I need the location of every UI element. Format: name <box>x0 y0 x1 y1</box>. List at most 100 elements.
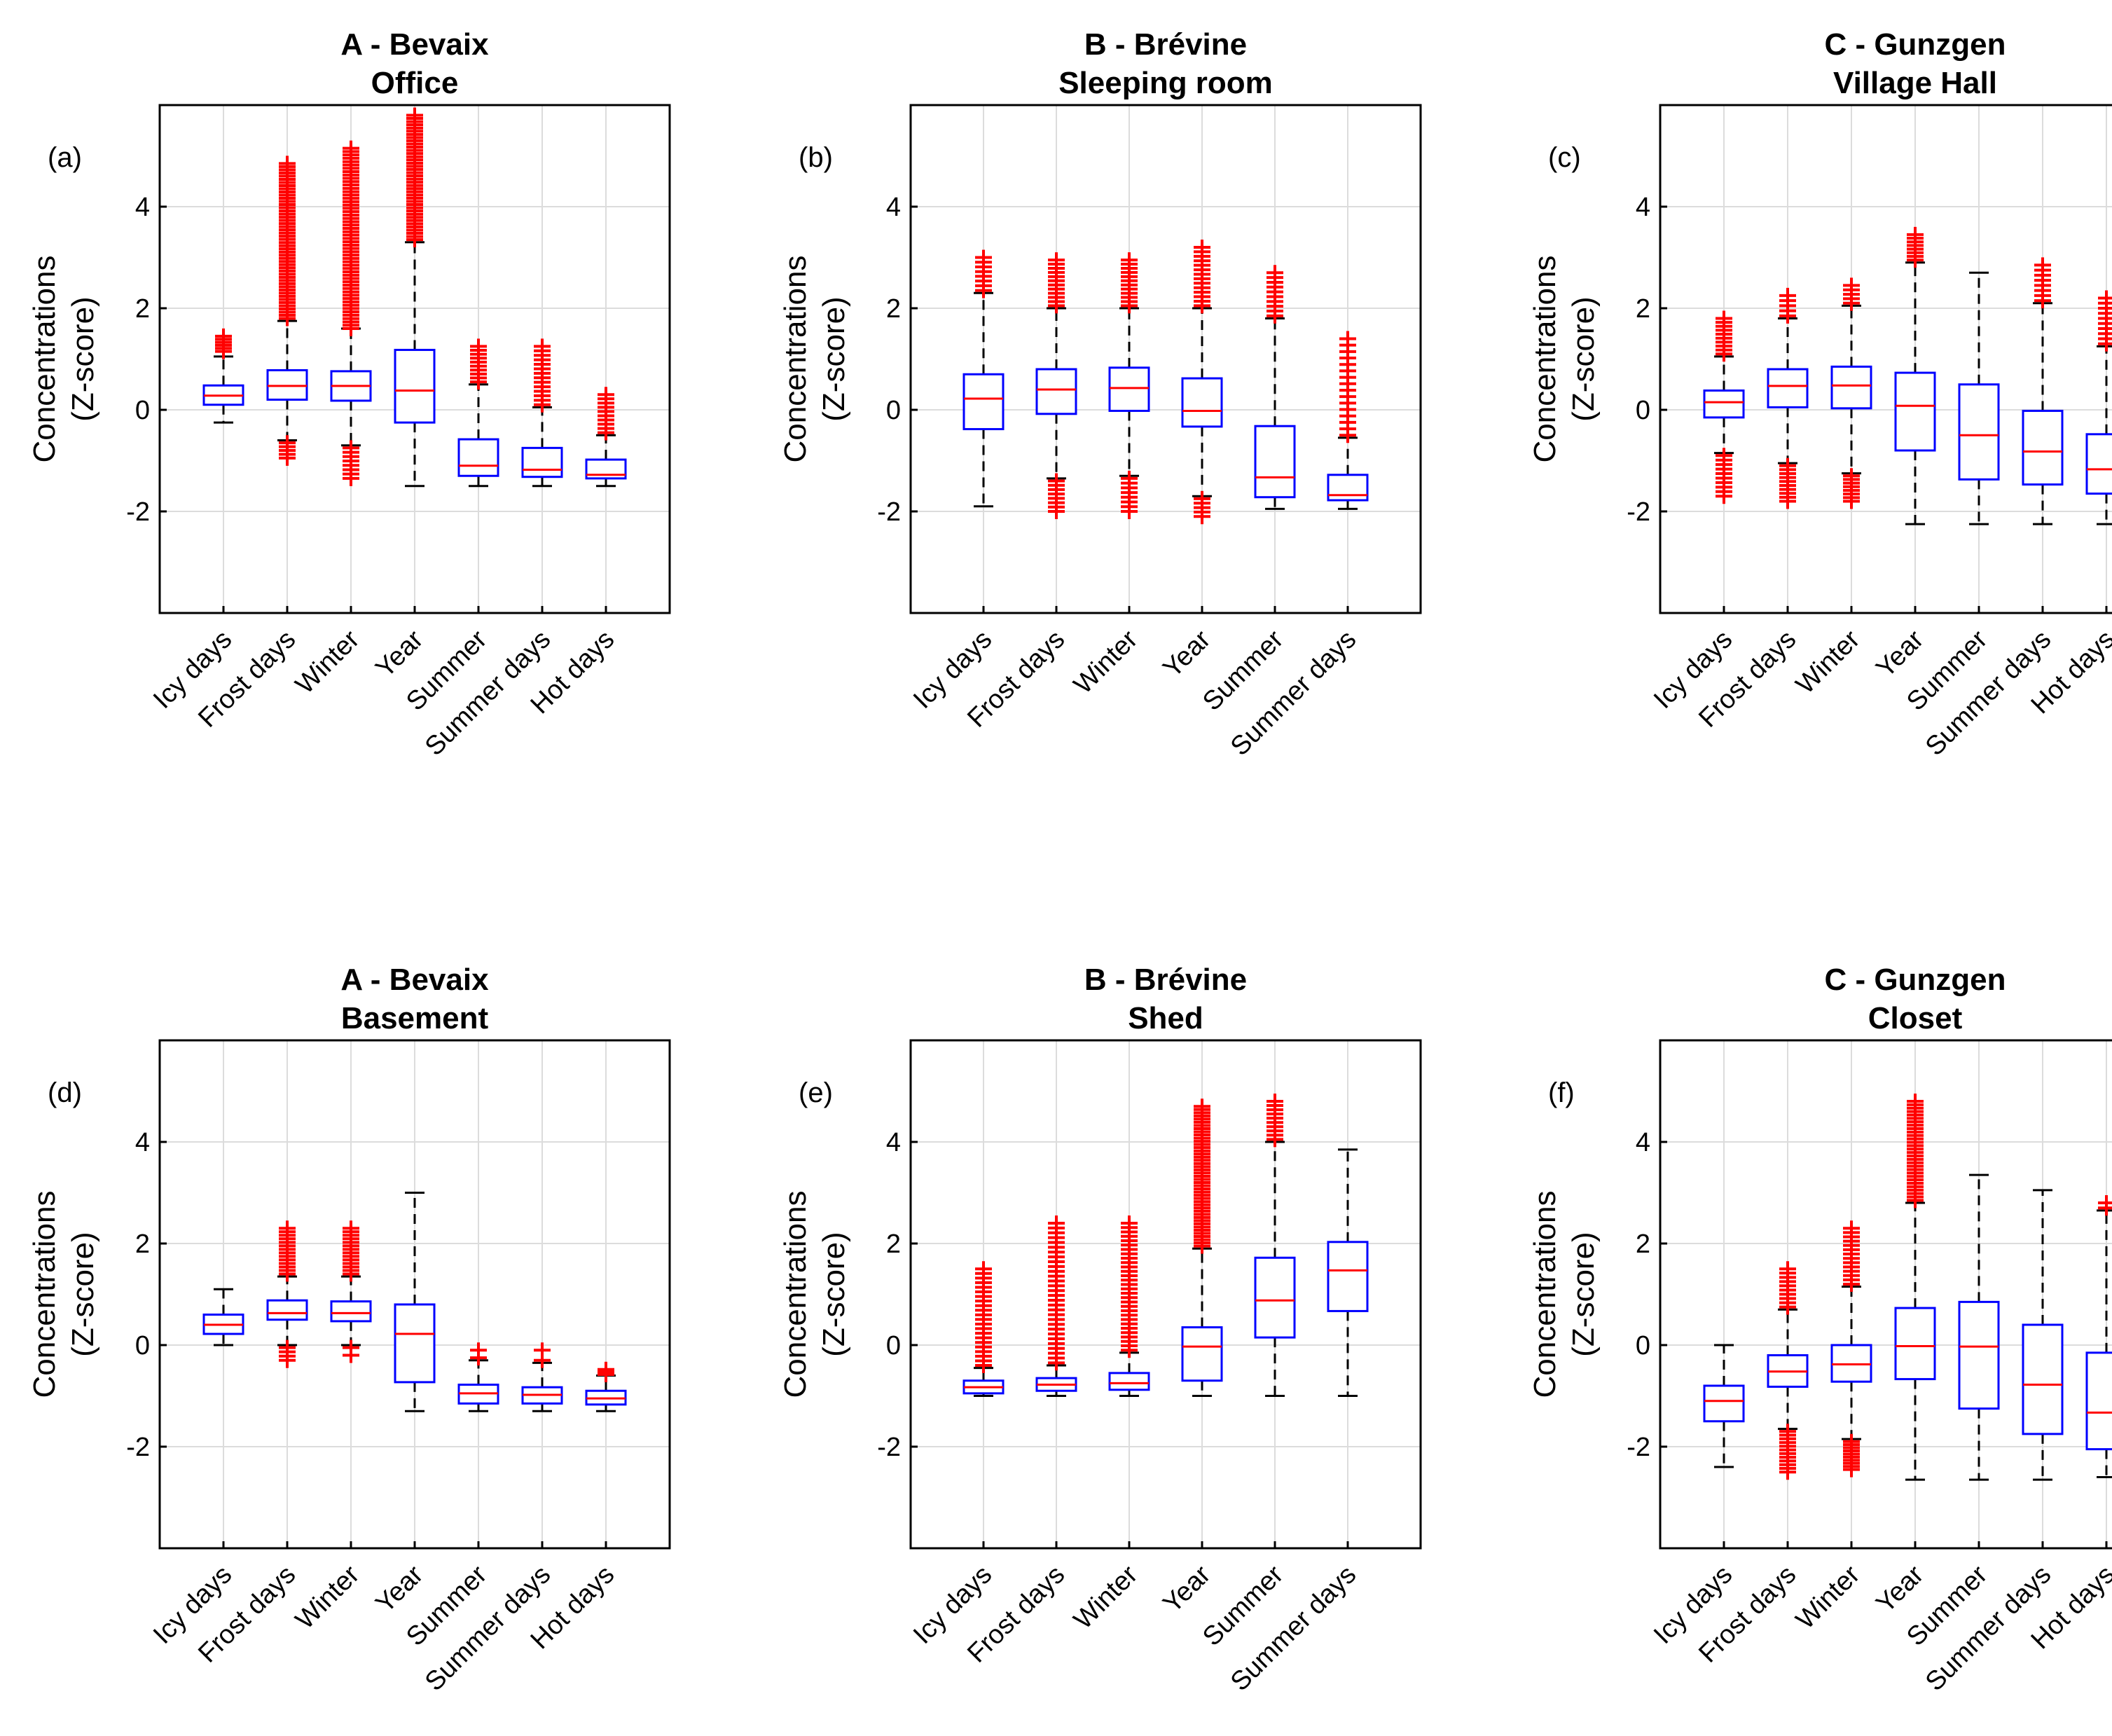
panel-title-line2: Shed <box>1128 1001 1203 1035</box>
iqr-box <box>1894 1307 1936 1381</box>
x-tick-label: Year <box>370 624 429 683</box>
box-plot-0 <box>1703 310 1745 504</box>
y-tick-label: 0 <box>135 1331 150 1360</box>
iqr-box <box>2085 433 2112 495</box>
x-tick-label: Year <box>1157 1559 1216 1618</box>
iqr-box <box>1108 1372 1150 1391</box>
panel-title-line2: Office <box>371 66 459 100</box>
outlier-marker <box>1048 1215 1065 1231</box>
x-tick-label: Summer days <box>1225 625 1362 762</box>
outlier-marker <box>1121 470 1138 486</box>
outlier-marker <box>1907 1094 1924 1109</box>
x-tick-label: Winter <box>290 624 366 700</box>
panel-label: (d) <box>48 1077 82 1108</box>
panel-title-line1: A - Bevaix <box>340 27 489 62</box>
box-plot-2 <box>330 140 372 486</box>
outlier-marker <box>279 1339 296 1356</box>
y-tick-label: 4 <box>886 193 901 222</box>
iqr-box <box>1254 1256 1296 1339</box>
panel-title-line2: Closet <box>1868 1001 1963 1035</box>
panel-label: (b) <box>799 142 833 173</box>
y-axis-label-line2: (Z-score) <box>817 1232 851 1356</box>
outlier-marker <box>470 1342 487 1358</box>
iqr-box <box>1894 371 1936 452</box>
y-tick-label: -2 <box>1627 1433 1650 1462</box>
box-plot-0 <box>962 249 1005 508</box>
outlier-marker <box>534 338 551 354</box>
y-tick-label: 2 <box>1636 294 1650 324</box>
iqr-box <box>2085 1351 2112 1451</box>
panel-title-line2: Basement <box>341 1001 489 1035</box>
iqr-box <box>962 373 1005 431</box>
outlier-marker <box>215 328 232 344</box>
y-tick-label: -2 <box>1627 497 1650 527</box>
panel-title-line2: Village Hall <box>1833 66 1997 100</box>
axes-frame <box>909 1039 1422 1550</box>
outlier-marker <box>2098 1195 2112 1211</box>
iqr-box <box>1327 1241 1369 1312</box>
y-tick-label: 4 <box>135 1128 150 1157</box>
panel-title-line1: B - Brévine <box>1084 963 1247 997</box>
panel-label: (a) <box>48 142 82 173</box>
iqr-box <box>521 446 563 478</box>
outlier-marker <box>406 107 423 123</box>
box-plot-2 <box>1108 252 1150 519</box>
y-axis-label-line2: (Z-score) <box>1566 296 1601 421</box>
x-tick-label: Winter <box>1068 624 1144 700</box>
outlier-marker <box>598 1361 614 1377</box>
y-tick-label: 0 <box>886 1331 901 1360</box>
outlier-marker <box>1266 265 1283 281</box>
y-axis-label-line1: Concentrations <box>27 1191 62 1398</box>
outlier-marker <box>975 1261 992 1277</box>
y-axis-label-line2: (Z-score) <box>66 296 100 421</box>
y-tick-label: 4 <box>135 193 150 222</box>
iqr-box <box>457 438 499 477</box>
y-axis-label-line1: Concentrations <box>1528 256 1562 463</box>
y-tick-label: 2 <box>135 1229 150 1259</box>
iqr-box <box>1767 368 1809 408</box>
box-plot-2 <box>1830 277 1872 509</box>
y-tick-label: 0 <box>886 396 901 425</box>
axes-frame <box>1659 1039 2112 1550</box>
outlier-marker <box>1779 457 1796 474</box>
y-axis-label-line2: (Z-score) <box>1566 1232 1601 1356</box>
y-axis-label-line2: (Z-score) <box>66 1232 100 1356</box>
box-plot-6 <box>2085 290 2112 525</box>
panel-title-line1: A - Bevaix <box>340 963 489 997</box>
y-tick-label: 4 <box>886 1128 901 1157</box>
iqr-box <box>1958 1300 2000 1410</box>
panel-title-line1: C - Gunzgen <box>1824 963 2006 997</box>
y-tick-label: -2 <box>126 1433 150 1462</box>
outlier-marker <box>343 440 359 456</box>
panel-label: (e) <box>799 1077 833 1108</box>
iqr-box <box>1958 383 2000 481</box>
box-plot-1 <box>1767 1261 1809 1480</box>
iqr-box <box>1830 365 1872 410</box>
box-plot-0 <box>1703 1344 1745 1468</box>
iqr-box <box>1327 474 1369 502</box>
y-tick-label: -2 <box>877 1433 901 1462</box>
y-tick-label: 4 <box>1636 193 1650 222</box>
box-plot-3 <box>1181 1098 1223 1397</box>
outlier-marker <box>1194 490 1210 507</box>
panel-title-line1: B - Brévine <box>1084 27 1247 62</box>
box-plot-6 <box>585 1361 627 1412</box>
box-plot-5 <box>2022 257 2064 525</box>
outlier-marker <box>1843 1220 1860 1236</box>
y-tick-label: 0 <box>1636 1331 1650 1360</box>
iqr-box <box>394 1303 436 1384</box>
iqr-box <box>266 1299 308 1321</box>
y-axis-label-line1: Concentrations <box>778 1191 813 1398</box>
box-plot-1 <box>1035 1215 1077 1397</box>
box-plot-0 <box>202 1288 244 1346</box>
y-axis-label-line2: (Z-score) <box>817 296 851 421</box>
outlier-marker <box>343 140 359 156</box>
outlier-marker <box>1121 252 1138 268</box>
box-plot-3 <box>1181 240 1223 525</box>
iqr-box <box>2022 409 2064 486</box>
outlier-marker <box>1194 240 1210 255</box>
box-plot-1 <box>266 156 308 466</box>
outlier-marker <box>1194 1098 1210 1115</box>
